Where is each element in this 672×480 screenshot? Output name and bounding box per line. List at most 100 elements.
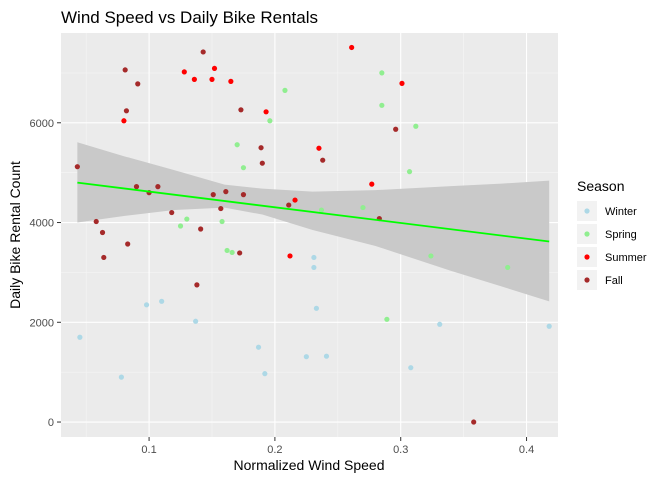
point-spring [428,253,434,259]
legend-label-summer: Summer [605,252,647,264]
point-fall [74,164,80,170]
legend-swatch-fall [584,277,590,283]
point-fall [240,192,247,198]
point-fall [122,67,128,73]
x-axis-label: Normalized Wind Speed [234,457,385,473]
point-fall [155,184,161,190]
point-winter [408,365,414,371]
point-summer [228,78,234,84]
point-summer [369,181,375,187]
point-spring [318,207,325,213]
x-tick-label: 0.4 [519,444,534,456]
point-winter [311,264,317,271]
point-winter [313,305,320,311]
point-spring [406,169,413,175]
point-spring [219,218,225,225]
point-summer [287,253,293,259]
trend-line [77,181,550,243]
point-spring [267,118,273,124]
x-tick-label: 0.3 [393,444,408,456]
y-tick-label: 0 [48,417,54,429]
point-winter [255,344,262,350]
point-spring [379,102,385,108]
point-summer [292,197,298,203]
point-fall [237,250,243,256]
y-axis-label: Daily Bike Rental Count [7,161,23,309]
point-fall [393,126,399,132]
point-spring [379,70,385,76]
point-spring [234,142,240,148]
point-fall [320,157,326,163]
point-spring [224,247,230,254]
legend-label-spring: Spring [605,229,637,241]
point-fall [259,160,265,166]
legend-title: Season [577,178,624,194]
point-spring [360,204,366,211]
point-winter [262,371,268,377]
point-fall [133,184,140,190]
point-fall [194,282,200,288]
point-fall [135,81,141,87]
legend-label-winter: Winter [605,206,637,218]
legend-swatch-summer [584,254,590,260]
point-fall [125,241,131,247]
point-fall [238,107,244,113]
point-fall [200,49,206,55]
point-summer [399,80,405,86]
point-winter [303,354,309,360]
point-spring [177,223,184,229]
point-fall [218,205,224,212]
y-tick-label: 2000 [30,317,54,329]
y-tick-label: 4000 [30,218,54,230]
point-spring [384,316,390,322]
point-spring [505,264,511,271]
legend-item-spring: Spring [577,224,637,244]
point-winter [193,318,199,324]
point-spring [229,249,235,256]
y-tick-label: 6000 [30,118,54,130]
point-summer [263,109,269,115]
point-spring [413,123,419,129]
point-fall [123,108,130,114]
point-spring [240,165,247,171]
x-axis-ticks: 0.1 0.2 0.3 0.4 [141,437,534,456]
point-winter [323,353,330,359]
point-winter [143,302,150,308]
point-fall [286,202,292,208]
chart-title: Wind Speed vs Daily Bike Rentals [61,8,318,27]
point-fall [99,229,106,236]
point-winter [118,374,124,380]
point-spring [184,216,190,222]
point-summer [121,118,127,124]
point-fall [169,209,175,216]
point-winter [77,334,83,340]
point-winter [159,298,165,304]
legend-label-fall: Fall [605,275,623,287]
point-fall [223,189,229,195]
point-fall [471,419,477,425]
x-tick-label: 0.1 [141,444,156,456]
x-tick-label: 0.2 [267,444,282,456]
confidence-band [77,142,550,302]
point-fall [198,226,204,232]
point-summer [209,76,215,82]
point-summer [349,44,355,51]
legend-item-summer: Summer [577,247,647,267]
y-axis-ticks: 0 2000 4000 6000 [30,118,61,429]
point-winter [437,321,443,327]
point-summer [191,76,197,82]
point-winter [546,323,552,329]
point-spring [282,87,288,93]
point-summer [211,65,218,72]
legend-item-winter: Winter [577,201,637,221]
point-fall [258,145,264,151]
data-points [74,44,552,425]
legend-swatch-spring [584,231,590,237]
point-winter [311,254,317,261]
legend-item-fall: Fall [577,270,623,290]
legend: Season Winter Spring Summer Fall [577,178,647,290]
point-fall [93,218,99,225]
point-summer [316,145,322,151]
point-fall [101,254,107,261]
point-summer [181,69,187,75]
